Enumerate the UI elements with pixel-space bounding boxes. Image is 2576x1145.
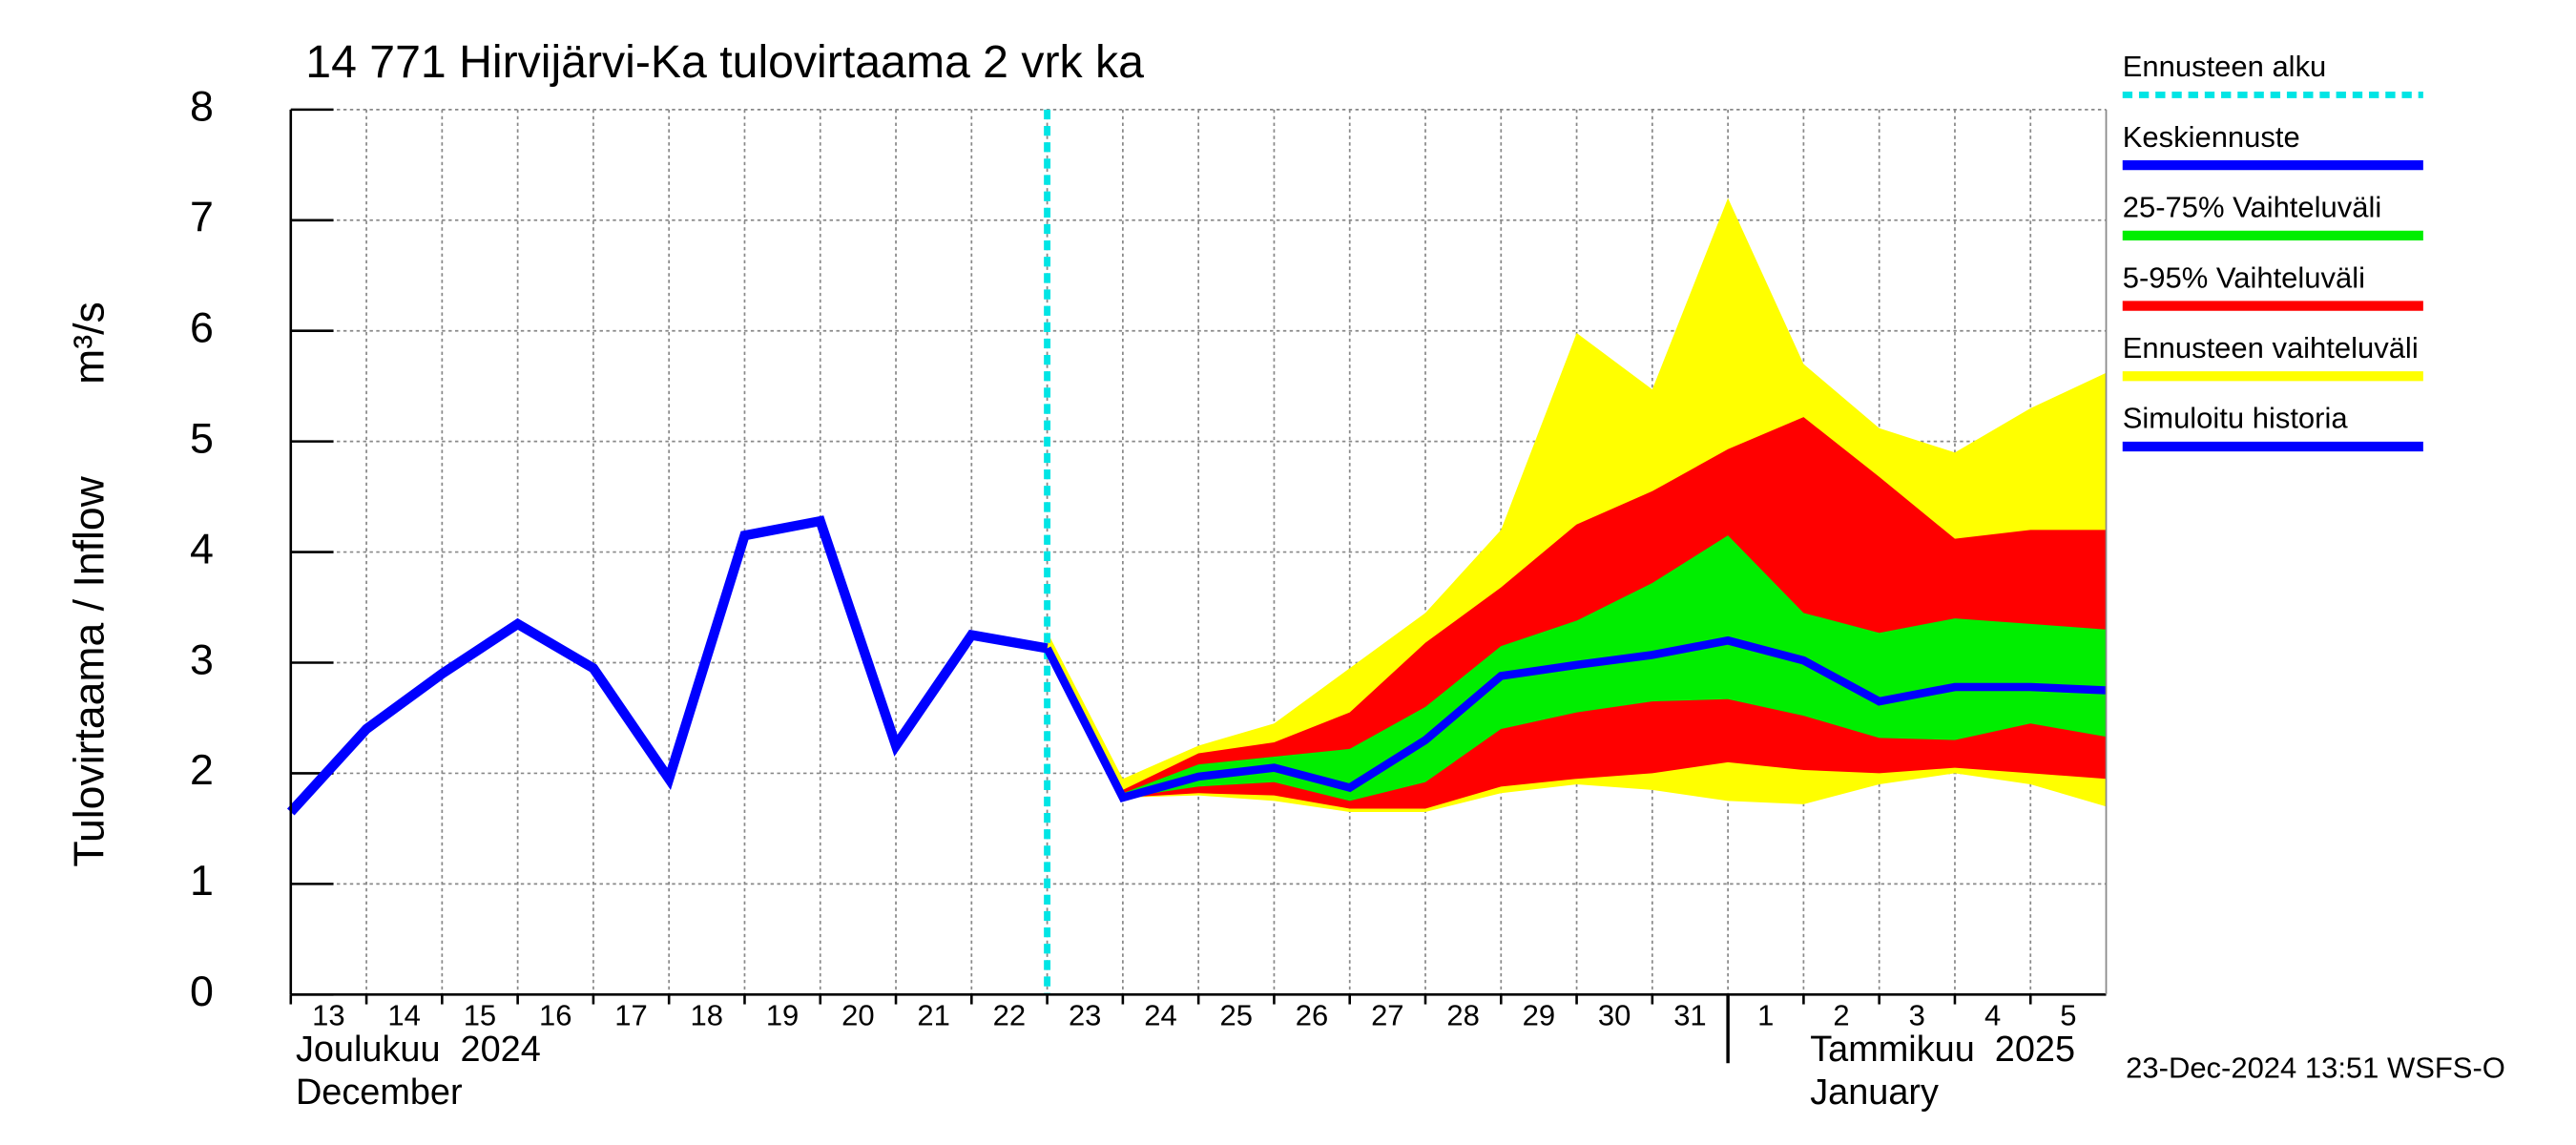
footer: 23-Dec-2024 13:51 WSFS-O — [2126, 1051, 2505, 1084]
x-tick-label: 20 — [841, 999, 874, 1032]
x-tick-label: 18 — [691, 999, 723, 1032]
y-tick-label: 0 — [190, 968, 214, 1015]
x-tick-label: 23 — [1069, 999, 1101, 1032]
x-tick-label: 30 — [1598, 999, 1631, 1032]
x-tick-label: 5 — [2060, 999, 2076, 1032]
y-tick-label: 1 — [190, 858, 214, 905]
legend-label: 25-75% Vaihteluväli — [2123, 191, 2381, 224]
x-tick-label: 13 — [312, 999, 344, 1032]
x-tick-label: 19 — [766, 999, 799, 1032]
month-sublabel: December — [296, 1072, 463, 1113]
x-tick-label: 14 — [387, 999, 420, 1032]
x-tick-label: 3 — [1909, 999, 1925, 1032]
y-tick-label: 8 — [190, 84, 214, 131]
x-tick-label: 31 — [1673, 999, 1706, 1032]
x-tick-label: 15 — [464, 999, 496, 1032]
x-tick-label: 24 — [1144, 999, 1176, 1032]
x-tick-label: 26 — [1296, 999, 1328, 1032]
legend-label: Ennusteen vaihteluväli — [2123, 331, 2419, 364]
y-tick-label: 6 — [190, 305, 214, 352]
x-tick-label: 4 — [1984, 999, 2001, 1032]
y-axis-unit: m³/s — [66, 302, 113, 385]
y-tick-label: 3 — [190, 636, 214, 683]
y-tick-label: 7 — [190, 195, 214, 241]
x-tick-label: 1 — [1757, 999, 1774, 1032]
line-series — [1043, 635, 2107, 803]
y-tick-label: 5 — [190, 416, 214, 463]
x-tick-label: 29 — [1523, 999, 1555, 1032]
x-tick-label: 28 — [1446, 999, 1479, 1032]
legend-label: Ennusteen alku — [2123, 50, 2327, 83]
month-label: Tammikuu 2025 — [1810, 1030, 2075, 1070]
line-series — [286, 515, 1049, 816]
x-tick-label: 21 — [917, 999, 949, 1032]
y-tick-label: 4 — [190, 526, 214, 572]
month-sublabel: January — [1810, 1072, 1939, 1113]
x-tick-label: 17 — [614, 999, 647, 1032]
x-tick-label: 25 — [1220, 999, 1253, 1032]
x-tick-label: 2 — [1833, 999, 1849, 1032]
x-tick-label: 27 — [1371, 999, 1403, 1032]
x-tick-label: 22 — [993, 999, 1026, 1032]
legend-label: Keskiennuste — [2123, 120, 2300, 154]
chart-title: 14 771 Hirvijärvi-Ka tulovirtaama 2 vrk … — [305, 36, 1144, 88]
y-tick-label: 2 — [190, 747, 214, 794]
month-label: Joulukuu 2024 — [296, 1030, 541, 1070]
y-axis-label: Tulovirtaama / Inflow — [66, 475, 113, 866]
x-tick-label: 16 — [539, 999, 571, 1032]
legend-label: 5-95% Vaihteluväli — [2123, 260, 2365, 294]
legend-label: Simuloitu historia — [2123, 402, 2349, 435]
